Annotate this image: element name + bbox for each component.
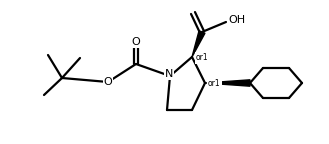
- Text: or1: or1: [208, 79, 221, 89]
- Text: O: O: [104, 77, 113, 87]
- Polygon shape: [192, 31, 205, 57]
- Polygon shape: [205, 80, 250, 86]
- Text: OH: OH: [228, 15, 245, 25]
- Text: N: N: [165, 69, 173, 79]
- Text: or1: or1: [196, 54, 209, 62]
- Text: O: O: [132, 37, 140, 47]
